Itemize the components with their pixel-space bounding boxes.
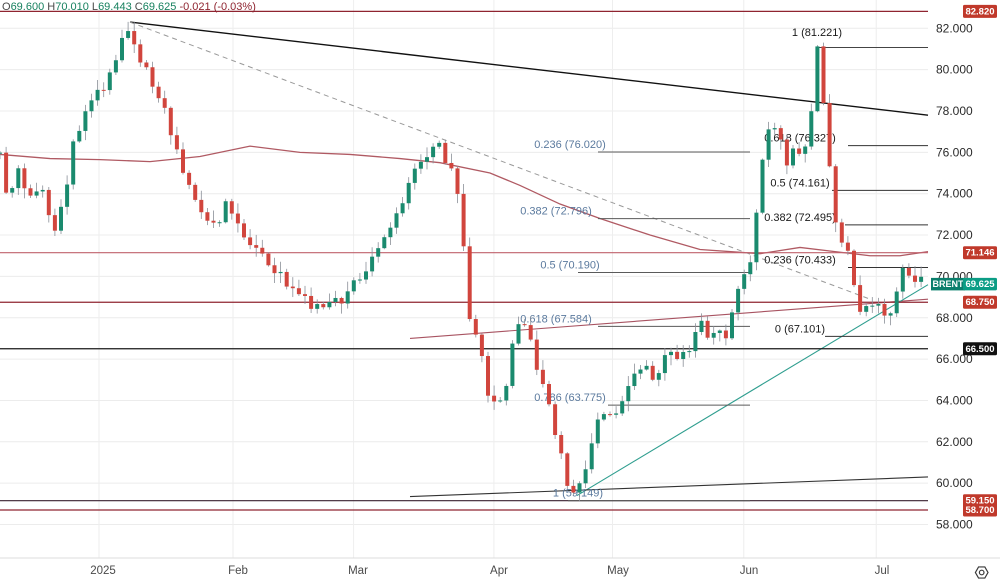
svg-text:68.000: 68.000: [936, 311, 973, 325]
svg-text:82.820: 82.820: [965, 6, 994, 17]
svg-text:Feb: Feb: [228, 565, 248, 577]
svg-text:2025: 2025: [90, 565, 116, 577]
svg-text:78.000: 78.000: [936, 104, 973, 118]
svg-text:74.000: 74.000: [936, 187, 973, 201]
svg-text:BRENT: BRENT: [933, 279, 965, 289]
svg-text:Jun: Jun: [740, 565, 759, 577]
svg-text:80.000: 80.000: [936, 63, 973, 77]
svg-text:Jul: Jul: [875, 565, 890, 577]
svg-text:72.000: 72.000: [936, 228, 973, 242]
svg-text:O69.600 H70.010 L69.443 C69.62: O69.600 H70.010 L69.443 C69.625 -0.021 (…: [2, 1, 256, 13]
svg-text:0.236 (76.020): 0.236 (76.020): [534, 139, 606, 151]
svg-text:0.382 (72.796): 0.382 (72.796): [520, 206, 592, 218]
svg-text:0 (67.101): 0 (67.101): [775, 323, 825, 335]
svg-text:69.625: 69.625: [965, 279, 995, 290]
svg-text:0.5 (70.190): 0.5 (70.190): [540, 259, 599, 271]
svg-text:66.500: 66.500: [965, 344, 994, 355]
svg-text:0.786 (63.775): 0.786 (63.775): [534, 392, 606, 404]
svg-text:Apr: Apr: [490, 565, 508, 577]
svg-text:71.146: 71.146: [965, 248, 994, 259]
svg-text:0.5 (74.161): 0.5 (74.161): [770, 177, 829, 189]
svg-text:76.000: 76.000: [936, 145, 973, 159]
svg-text:58.000: 58.000: [936, 518, 973, 532]
svg-text:58.700: 58.700: [965, 505, 994, 516]
svg-text:0.236 (70.433): 0.236 (70.433): [764, 254, 836, 266]
svg-text:68.750: 68.750: [965, 297, 994, 308]
svg-text:60.000: 60.000: [936, 476, 973, 490]
svg-text:May: May: [607, 565, 629, 577]
svg-text:82.000: 82.000: [936, 21, 973, 35]
svg-text:62.000: 62.000: [936, 435, 973, 449]
svg-text:1 (81.221): 1 (81.221): [792, 27, 842, 39]
svg-text:64.000: 64.000: [936, 393, 973, 407]
svg-text:0.382 (72.495): 0.382 (72.495): [764, 212, 836, 224]
svg-text:Mar: Mar: [348, 565, 368, 577]
